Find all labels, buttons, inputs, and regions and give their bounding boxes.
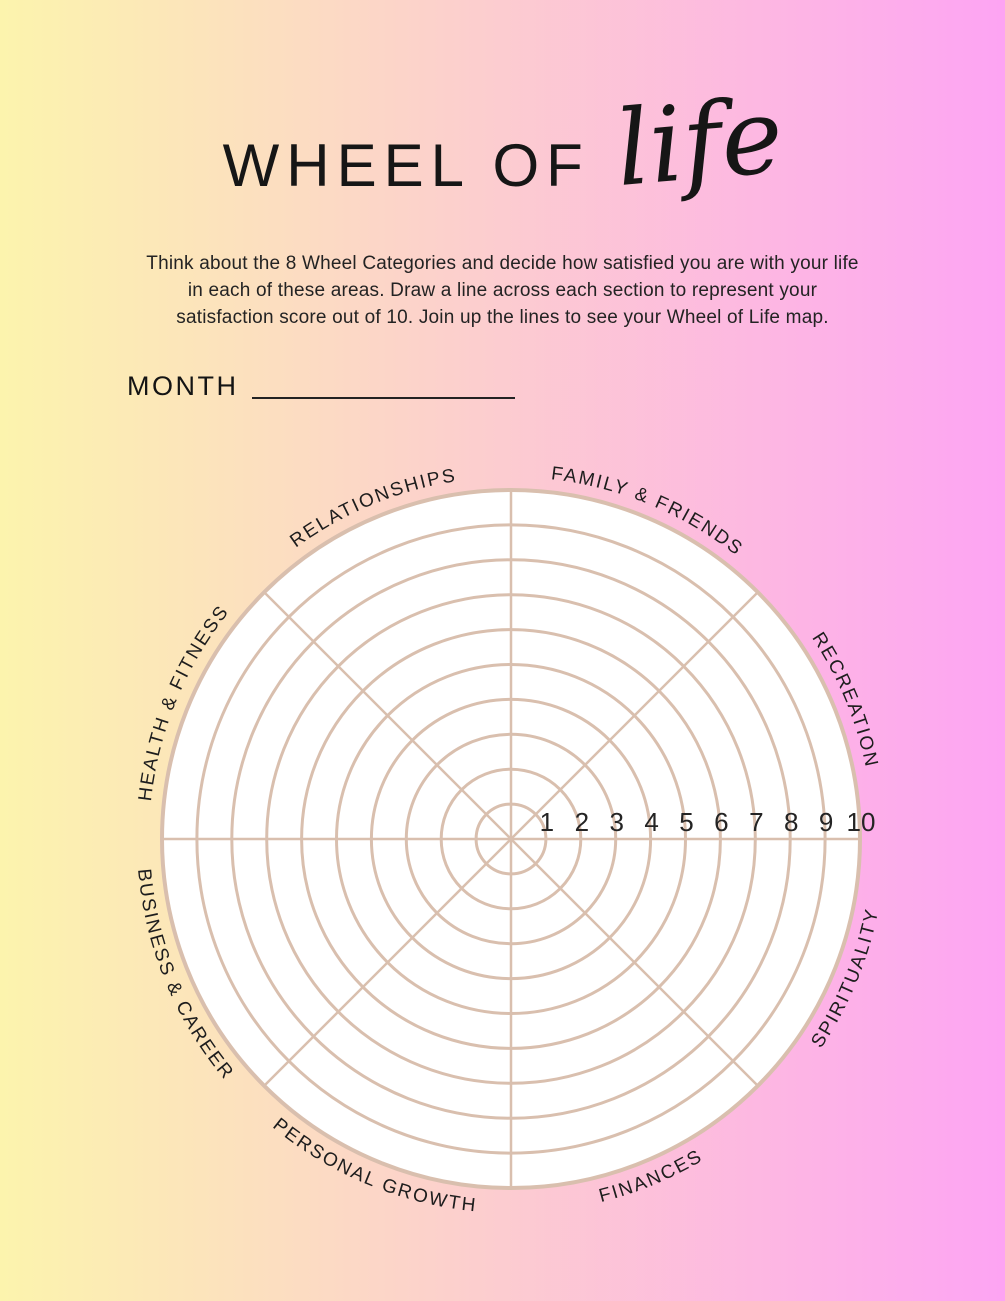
wheel-ring [335,663,687,1015]
month-field: MONTH [127,373,1005,400]
scale-tick-label: 3 [609,807,623,837]
scale-tick-label: 8 [784,807,798,837]
wheel-ring [230,558,792,1120]
wheel-ring [195,523,827,1155]
instructions-line-3: satisfaction score out of 10. Join up th… [176,307,829,328]
wheel-ring [300,628,722,1050]
scale-tick-label: 4 [644,807,658,837]
page-title: WHEEL OF life [0,0,1005,210]
instructions: Think about the 8 Wheel Categories and d… [0,250,1005,331]
scale-tick-label: 7 [749,807,763,837]
month-label: MONTH [127,371,239,401]
wheel-ring [265,593,757,1085]
wheel-spoke [263,591,759,1087]
scale-tick-label: 10 [847,807,876,837]
month-fill-in-line[interactable] [252,397,516,399]
instructions-line-2: in each of these areas. Draw a line acro… [187,280,818,301]
wheel-ring [404,732,618,946]
instructions-line-1: Think about the 8 Wheel Categories and d… [146,253,859,274]
scale-tick-label: 9 [819,807,833,837]
scale-tick-label: 6 [714,807,728,837]
scale-tick-label: 2 [575,807,589,837]
scale-tick-label: 5 [679,807,693,837]
scale-tick-label: 1 [540,807,554,837]
wheel-ring [474,802,548,876]
wheel-ring [369,697,653,981]
wheel-ring [439,767,583,911]
title-main-text: WHEEL OF [222,132,590,199]
